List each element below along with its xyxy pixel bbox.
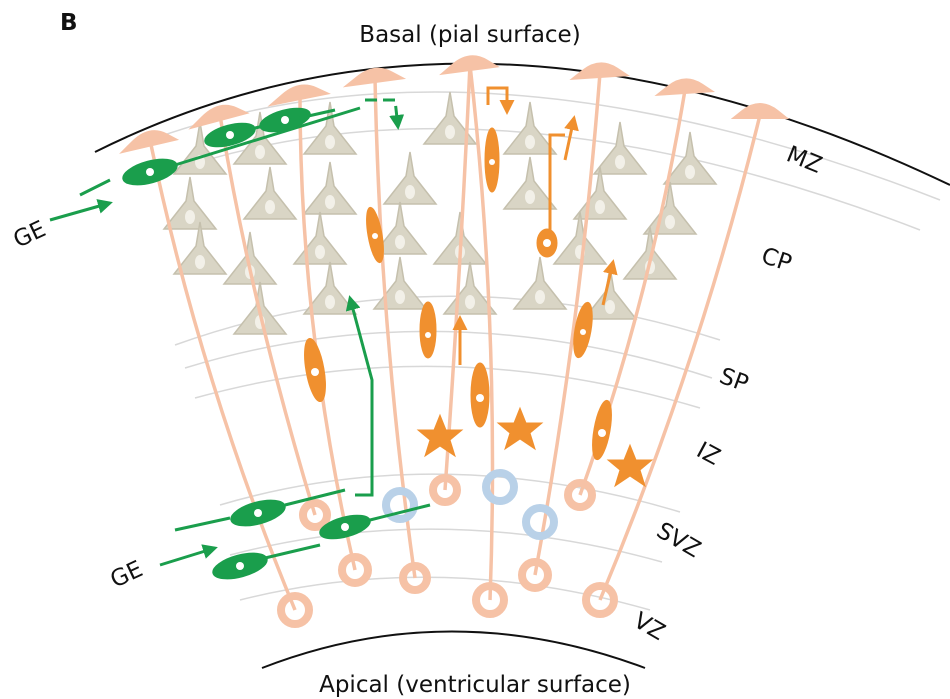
panel-label: B [60, 10, 78, 36]
radial-glia [119, 55, 790, 628]
arrow [345, 295, 374, 497]
glia-soma [518, 558, 552, 592]
interneurons [49, 98, 431, 580]
arrow [601, 259, 618, 306]
glia-fiber [148, 139, 297, 611]
glia-soma [399, 562, 431, 594]
neuron [623, 226, 677, 280]
glia-fiber [373, 77, 417, 579]
pial-surface [94, 62, 950, 186]
progenitor [482, 469, 518, 505]
glia-soma [582, 582, 618, 618]
neuron [163, 176, 217, 230]
glia-soma [299, 499, 331, 531]
progenitor [522, 504, 558, 540]
zone-label: SVZ [652, 518, 705, 564]
multipolar-neuron [606, 443, 654, 488]
arrow [49, 199, 113, 222]
glia-soma [429, 474, 461, 506]
zone-line [194, 365, 701, 409]
neuron [303, 161, 357, 215]
zone-line [184, 330, 713, 379]
glia-soma [338, 553, 372, 587]
glia-endfeet [119, 55, 790, 154]
arrow [486, 86, 515, 115]
neuron [243, 166, 297, 220]
multipolar-neuron [496, 406, 544, 451]
zone-line [149, 91, 941, 201]
neuron [503, 101, 557, 155]
migrating-neuron [419, 301, 437, 359]
neuron [513, 256, 567, 310]
zone-label: CP [758, 243, 795, 277]
arrow [365, 98, 405, 130]
neurite [548, 133, 565, 230]
zone-line [239, 576, 651, 611]
neurites [79, 106, 431, 560]
glia-soma [277, 592, 313, 628]
neuron [173, 221, 227, 275]
multipolar-neuron [416, 413, 464, 458]
zone-label: SP [716, 363, 752, 397]
apical-label: Apical (ventricular surface) [319, 672, 631, 698]
basal-label: Basal (pial surface) [359, 22, 580, 48]
zone-line [229, 528, 663, 563]
neuron [553, 211, 607, 265]
arrow [563, 115, 579, 161]
glia-fiber [298, 94, 357, 571]
ge-label: GE [10, 216, 50, 253]
neuron [573, 166, 627, 220]
glia-fiber [598, 114, 762, 601]
migrating-neurons [304, 86, 654, 488]
ge-label: GE [107, 556, 147, 593]
glia-fiber [468, 64, 495, 601]
neuron [643, 181, 697, 235]
progenitor [382, 487, 418, 523]
arrow [159, 544, 218, 567]
neuron [293, 211, 347, 265]
glia-soma [472, 582, 508, 618]
glia-fiber [218, 114, 317, 516]
neuron [383, 151, 437, 205]
ventricular-surface [261, 630, 646, 669]
neuron [503, 156, 557, 210]
glia-soma [564, 479, 596, 511]
zone-label: IZ [692, 437, 724, 471]
zone-label: VZ [629, 608, 669, 646]
zone-label: MZ [783, 141, 826, 178]
